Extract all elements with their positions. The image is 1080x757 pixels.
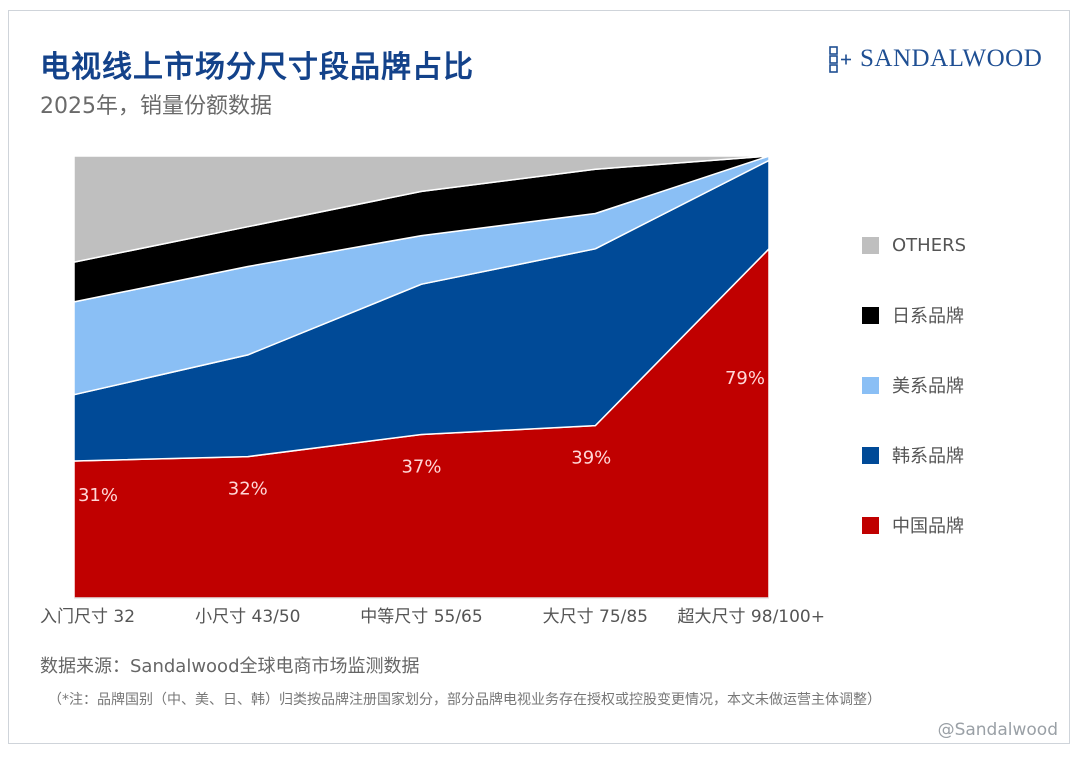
legend-item: 日系品牌 (862, 304, 964, 327)
logo-mark-icon (829, 46, 851, 73)
data-label: 39% (571, 448, 611, 469)
footnote: （*注：品牌国别（中、美、日、韩）归类按品牌注册国家划分，部分品牌电视业务存在授… (48, 692, 881, 708)
source-note: 数据来源：Sandalwood全球电商市场监测数据 (40, 656, 420, 677)
legend-item: 中国品牌 (862, 514, 964, 537)
x-tick-label: 入门尺寸 32 (40, 607, 135, 627)
data-label: 32% (228, 479, 268, 500)
logo-text: SANDALWOOD (860, 45, 1043, 72)
data-label: 31% (78, 485, 118, 506)
logo: SANDALWOOD (826, 42, 1042, 76)
legend-swatch (862, 306, 879, 324)
legend-swatch (862, 236, 879, 254)
legend-label: 中国品牌 (892, 516, 964, 537)
legend-item: 美系品牌 (862, 374, 964, 397)
frame (8, 10, 1070, 744)
x-tick-label: 中等尺寸 55/65 (360, 607, 482, 627)
legend-label: 美系品牌 (892, 376, 964, 397)
legend-label: 日系品牌 (892, 306, 964, 327)
legend-label: OTHERS (892, 234, 967, 256)
legend-swatch (862, 376, 879, 394)
chart-title: 电视线上市场分尺寸段品牌占比 (40, 50, 474, 85)
legend-label: 韩系品牌 (892, 446, 964, 467)
watermark: @Sandalwood (937, 720, 1058, 740)
data-label: 37% (401, 457, 441, 478)
x-tick-label: 大尺寸 75/85 (543, 607, 648, 627)
legend-swatch (862, 446, 879, 464)
legend-item: 韩系品牌 (862, 444, 964, 467)
x-tick-label: 小尺寸 43/50 (195, 607, 300, 627)
legend-item: OTHERS (862, 234, 966, 256)
chart-subtitle: 2025年，销量份额数据 (40, 94, 272, 119)
legend-swatch (862, 516, 879, 534)
area-series-4 (73, 155, 770, 263)
x-tick-label: 超大尺寸 98/100+ (678, 607, 825, 627)
data-label: 79% (725, 368, 765, 389)
